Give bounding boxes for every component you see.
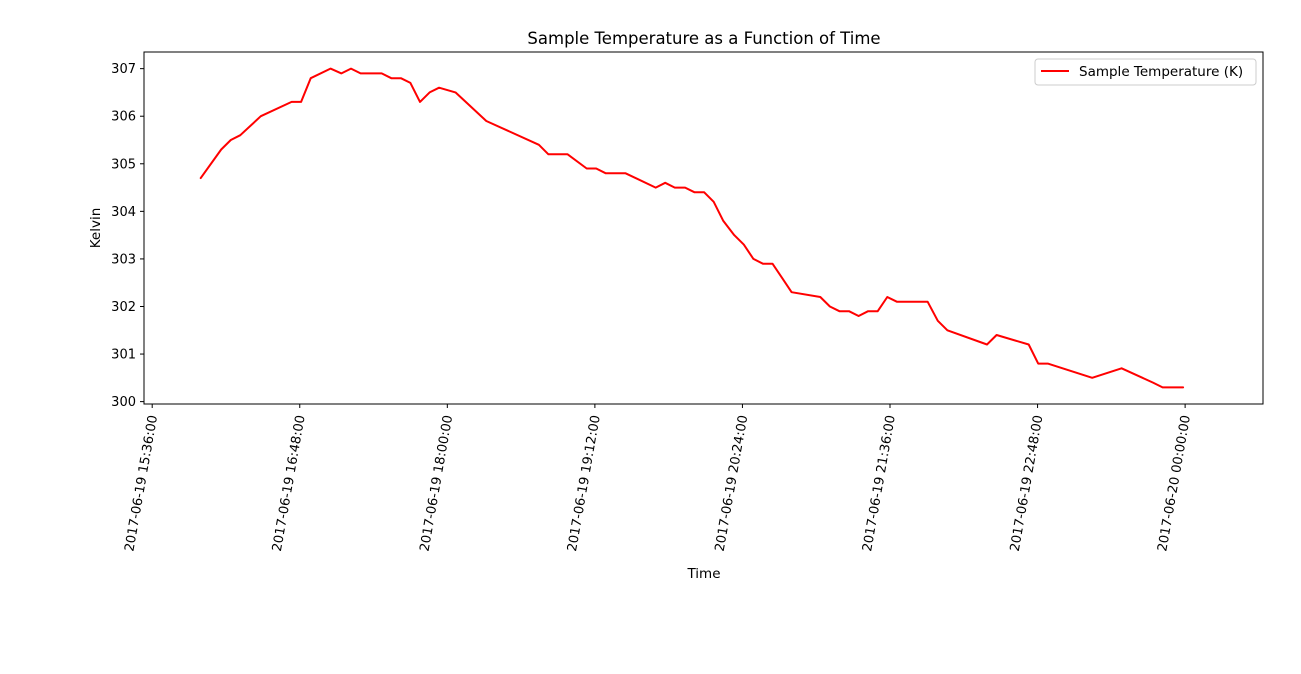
x-tick-label: 2017-06-19 19:12:00	[565, 414, 604, 553]
y-axis: 300 301 302 303 304 305 306 307	[111, 62, 144, 410]
y-tick-label: 303	[111, 252, 136, 267]
x-tick-label: 2017-06-19 18:00:00	[418, 414, 457, 553]
legend-box	[1034, 58, 1257, 86]
y-tick-label: 301	[111, 348, 136, 363]
x-tick-label: 2017-06-19 15:36:00	[122, 414, 161, 553]
x-axis-label: Time	[686, 566, 720, 582]
x-axis: 2017-06-19 15:36:00 2017-06-19 16:48:00 20…	[122, 404, 1194, 553]
x-tick-label: 2017-06-19 21:36:00	[860, 414, 899, 553]
plot-area-frame	[143, 51, 1264, 405]
y-tick-label: 307	[111, 62, 136, 77]
x-tick-label: 2017-06-19 22:48:00	[1008, 414, 1047, 553]
x-tick-label: 2017-06-19 16:48:00	[270, 414, 309, 553]
legend-entry-label: Sample Temperature (K)	[1079, 64, 1243, 80]
chart-title: Sample Temperature as a Function of Time	[527, 29, 880, 48]
y-tick-label: 305	[111, 157, 136, 172]
y-axis-label: Kelvin	[88, 208, 104, 249]
x-tick-label: 2017-06-20 00:00:00	[1155, 414, 1194, 553]
y-tick-label: 306	[111, 110, 136, 125]
y-tick-label: 302	[111, 300, 136, 315]
temperature-series-line	[199, 67, 1185, 389]
x-tick-label: 2017-06-19 20:24:00	[713, 414, 752, 553]
legend: Sample Temperature (K)	[1034, 58, 1257, 86]
y-tick-label: 304	[111, 205, 136, 220]
y-tick-label: 300	[111, 395, 136, 410]
